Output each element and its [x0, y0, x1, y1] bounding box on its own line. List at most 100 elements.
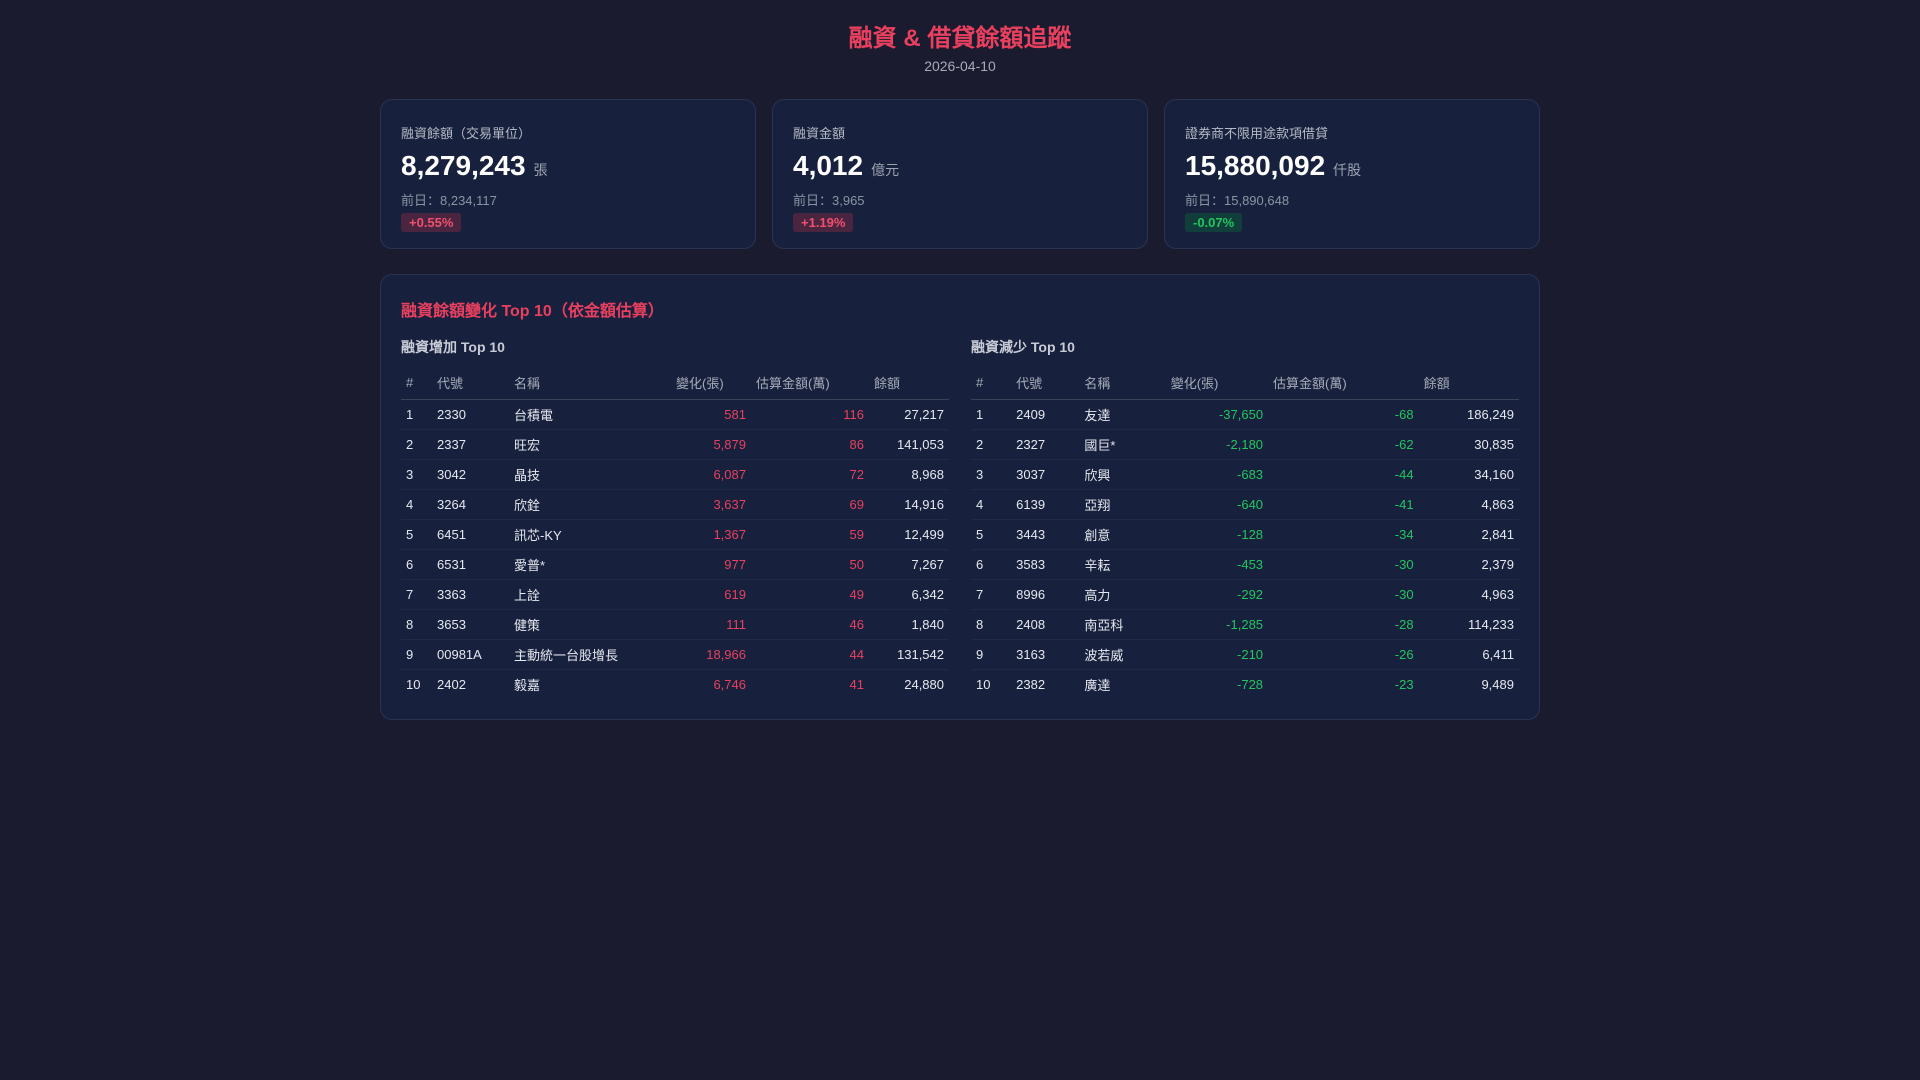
table-row: 2 2337 旺宏 5,879 86 141,053 [401, 429, 949, 460]
table-cell: 50 [751, 549, 869, 580]
table-cell: 59 [751, 519, 869, 550]
table-cell: 7 [971, 579, 1012, 610]
table-cell: 12,499 [869, 519, 949, 550]
table-cell: 6 [971, 549, 1012, 580]
table-cell: 2 [971, 429, 1012, 460]
table-cell: 30,835 [1418, 429, 1519, 460]
table-cell: 5 [401, 519, 432, 550]
table-row: 4 3264 欣銓 3,637 69 14,916 [401, 489, 949, 520]
table-cell: -1,285 [1165, 609, 1269, 640]
card-value: 4,012 [793, 150, 864, 181]
table-cell: -41 [1268, 489, 1419, 520]
card-label: 融資金額 [793, 126, 846, 141]
table-cell: -128 [1165, 519, 1269, 550]
top10-panel: 融資餘額變化 Top 10（依金額估算） 融資增加 Top 10 # 代號 名稱 變化… [380, 274, 1540, 720]
table-row: 1 2330 台積電 581 116 27,217 [401, 399, 949, 430]
card-previous: 前日：3,965 [793, 193, 865, 208]
table-cell: -26 [1268, 639, 1419, 670]
table-cell: 131,542 [869, 639, 949, 670]
table-cell: -292 [1165, 579, 1269, 610]
table-cell: 2402 [437, 676, 466, 692]
table-cell: 3042 [432, 459, 509, 490]
table-cell: 27,217 [869, 399, 949, 430]
table-cell: 9 [401, 639, 432, 670]
card-label: 融資餘額（交易單位） [401, 126, 532, 141]
table-cell: 晶技 [509, 459, 671, 490]
table-cell: 旺宏 [509, 429, 671, 460]
table-cell: 6,087 [671, 459, 751, 490]
table-cell: 86 [751, 429, 869, 460]
table-cell: -30 [1268, 549, 1419, 580]
table-cell: 24,880 [904, 676, 944, 692]
table-cell: 辛耘 [1079, 549, 1166, 580]
card-unit: 張 [533, 162, 548, 178]
column-header: 名稱 [509, 373, 671, 400]
table-cell: 3 [401, 459, 432, 490]
table-row: 8 3653 健策 111 46 1,840 [401, 609, 949, 640]
card-value: 8,279,243 [401, 150, 526, 181]
table-cell: 5,879 [671, 429, 751, 460]
table-cell: 愛普* [509, 549, 671, 580]
table-cell: 72 [751, 459, 869, 490]
table-row: 10 2382 廣達 -728 -23 9,489 [971, 669, 1519, 699]
table-cell: 18,966 [671, 639, 751, 670]
column-header: # [401, 373, 432, 400]
table-row: 10 2402 毅嘉 6,746 41 24,880 [401, 669, 949, 699]
table-cell: -28 [1268, 609, 1419, 640]
table-cell: 5 [971, 519, 1012, 550]
table-cell: 00981A [432, 639, 509, 670]
table-cell: 41 [849, 676, 864, 692]
table-cell: -640 [1165, 489, 1269, 520]
table-cell: 3163 [1011, 639, 1080, 670]
table-cell: 111 [671, 609, 751, 640]
table-cell: 581 [671, 399, 751, 430]
table-cell: 6531 [432, 549, 509, 580]
increase-section: 融資增加 Top 10 # 代號 名稱 變化(張) 估算金額(萬) 餘額 1 2330 台積電… [401, 337, 949, 699]
card-margin-amount: 融資金額 4,012 億元 前日：3,965 +1.19% [772, 99, 1148, 249]
table-row: 8 2408 南亞科 -1,285 -28 114,233 [971, 609, 1519, 640]
table-cell: 1,367 [671, 519, 751, 550]
table-cell: 3 [971, 459, 1012, 490]
summary-cards: 融資餘額（交易單位） 8,279,243 張 前日：8,234,117 +0.55… [380, 99, 1540, 249]
table-cell: 高力 [1079, 579, 1166, 610]
table-cell: 977 [671, 549, 751, 580]
table-cell: 10 [976, 676, 991, 692]
column-header: 代號 [1011, 373, 1080, 400]
table-cell: 6 [401, 549, 432, 580]
table-cell: -210 [1165, 639, 1269, 670]
card-previous: 前日：8,234,117 [401, 193, 497, 208]
table-cell: -2,180 [1165, 429, 1269, 460]
table-cell: -23 [1394, 676, 1414, 692]
increase-table: # 代號 名稱 變化(張) 估算金額(萬) 餘額 1 2330 台積電 581 116 27,217… [401, 373, 949, 699]
table-cell: 1 [401, 399, 432, 430]
table-cell: -62 [1268, 429, 1419, 460]
table-cell: 141,053 [869, 429, 949, 460]
change-badge: -0.07% [1185, 213, 1243, 232]
table-cell: 訊芯-KY [509, 519, 671, 550]
table-cell: 4,963 [1418, 579, 1519, 610]
card-previous: 前日：15,890,648 [1185, 193, 1290, 208]
table-cell: 2327 [1011, 429, 1080, 460]
table-cell: 8996 [1011, 579, 1080, 610]
table-cell: -68 [1268, 399, 1419, 430]
card-unit: 億元 [871, 162, 900, 178]
table-cell: 3037 [1011, 459, 1080, 490]
column-header: 代號 [432, 373, 509, 400]
table-row: 3 3042 晶技 6,087 72 8,968 [401, 459, 949, 490]
table-cell: 友達 [1079, 399, 1166, 430]
table-row: 3 3037 欣興 -683 -44 34,160 [971, 459, 1519, 490]
table-cell: 4 [401, 489, 432, 520]
table-cell: -728 [1237, 676, 1264, 692]
table-row: 6 6531 愛普* 977 50 7,267 [401, 549, 949, 580]
increase-title: 融資增加 Top 10 [401, 339, 505, 355]
table-cell: 2337 [432, 429, 509, 460]
table-cell: -37,650 [1165, 399, 1269, 430]
page-title: 融資 & 借貸餘額追蹤 [848, 25, 1072, 52]
table-cell: 6451 [432, 519, 509, 550]
table-cell: -683 [1165, 459, 1269, 490]
table-row: 5 3443 創意 -128 -34 2,841 [971, 519, 1519, 550]
table-cell: 6139 [1011, 489, 1080, 520]
table-cell: 3,637 [671, 489, 751, 520]
table-cell: 台積電 [509, 399, 671, 430]
table-cell: 6,342 [869, 579, 949, 610]
